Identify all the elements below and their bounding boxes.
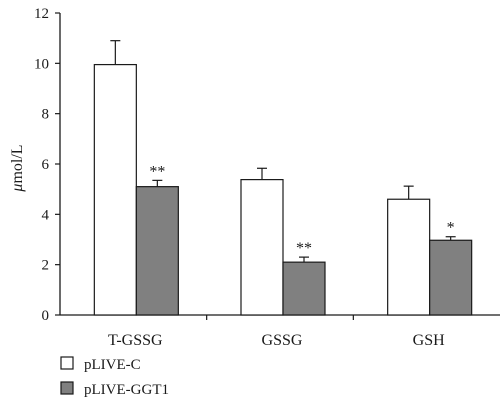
chart-legend: pLIVE-C pLIVE-GGT1 bbox=[60, 356, 169, 398]
y-tick-label: 12 bbox=[34, 6, 49, 22]
significance-label: * bbox=[447, 220, 455, 237]
y-tick-label: 10 bbox=[34, 56, 49, 72]
y-axis-label-symbol: μ bbox=[9, 184, 26, 193]
bar-plive-c bbox=[240, 179, 284, 316]
legend-label: pLIVE-C bbox=[84, 357, 141, 373]
y-tick-label: 2 bbox=[42, 258, 50, 274]
y-axis-label: μmol/L bbox=[9, 144, 26, 192]
chart-labels: T-GSSG GSSG GSH***** bbox=[108, 163, 455, 349]
y-axis-label-unit: mol/L bbox=[9, 144, 26, 183]
bar-plive-ggt1 bbox=[282, 261, 326, 316]
legend-swatch bbox=[60, 381, 74, 395]
y-tick-label: 8 bbox=[42, 107, 50, 123]
bar-plive-c bbox=[93, 63, 137, 316]
x-category-label: GSSG bbox=[262, 332, 303, 349]
legend-swatch bbox=[60, 356, 74, 370]
y-tick-label: 6 bbox=[42, 157, 50, 173]
bar-plive-c bbox=[387, 198, 431, 316]
bar-plive-ggt1 bbox=[135, 186, 179, 316]
legend-label: pLIVE-GGT1 bbox=[84, 382, 169, 398]
significance-label: ** bbox=[149, 163, 165, 180]
bar-plive-ggt1 bbox=[429, 239, 473, 316]
significance-label: ** bbox=[296, 240, 312, 257]
y-tick-label: 4 bbox=[42, 207, 50, 223]
y-tick-label: 0 bbox=[42, 308, 50, 324]
chart-bars bbox=[93, 40, 473, 316]
x-category-label: GSH bbox=[413, 332, 445, 349]
x-category-label: T-GSSG bbox=[108, 332, 163, 349]
